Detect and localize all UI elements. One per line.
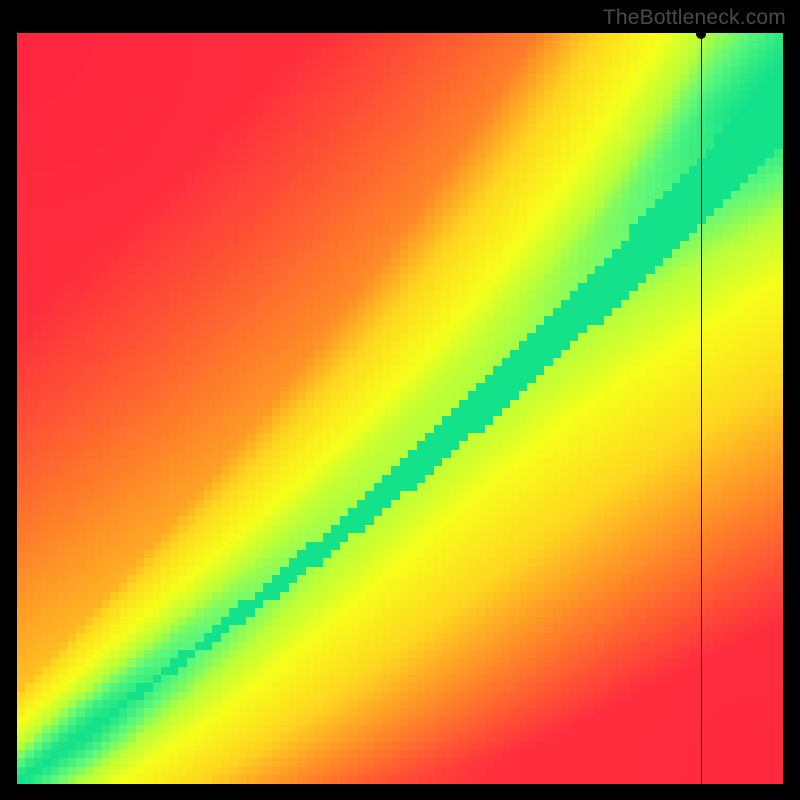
attribution-text: TheBottleneck.com bbox=[603, 6, 786, 30]
heatmap-canvas bbox=[17, 33, 783, 784]
bottleneck-heatmap bbox=[17, 33, 783, 784]
